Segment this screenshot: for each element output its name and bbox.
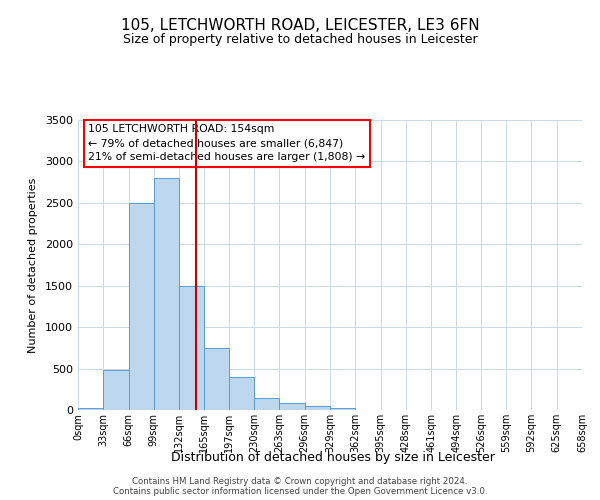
Bar: [179, 286, 205, 410]
Text: Size of property relative to detached houses in Leicester: Size of property relative to detached ho…: [122, 32, 478, 46]
Bar: [128, 203, 154, 410]
Bar: [330, 408, 355, 410]
Bar: [229, 377, 254, 410]
Bar: [305, 406, 330, 410]
Bar: [205, 348, 229, 410]
Bar: [280, 404, 305, 410]
Bar: [103, 370, 128, 410]
Text: 105, LETCHWORTH ROAD, LEICESTER, LE3 6FN: 105, LETCHWORTH ROAD, LEICESTER, LE3 6FN: [121, 18, 479, 32]
Text: Contains public sector information licensed under the Open Government Licence v3: Contains public sector information licen…: [113, 486, 487, 496]
Bar: [254, 398, 280, 410]
Text: 105 LETCHWORTH ROAD: 154sqm
← 79% of detached houses are smaller (6,847)
21% of : 105 LETCHWORTH ROAD: 154sqm ← 79% of det…: [88, 124, 365, 162]
Text: Distribution of detached houses by size in Leicester: Distribution of detached houses by size …: [171, 451, 495, 464]
Text: Contains HM Land Registry data © Crown copyright and database right 2024.: Contains HM Land Registry data © Crown c…: [132, 476, 468, 486]
Y-axis label: Number of detached properties: Number of detached properties: [28, 178, 38, 352]
Bar: [78, 408, 103, 410]
Bar: [154, 178, 179, 410]
